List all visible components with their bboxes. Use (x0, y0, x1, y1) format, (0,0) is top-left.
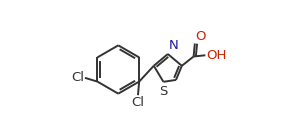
Text: S: S (159, 85, 168, 98)
Text: Cl: Cl (71, 71, 84, 84)
Text: N: N (168, 39, 178, 52)
Text: OH: OH (206, 49, 226, 62)
Text: Cl: Cl (131, 96, 144, 109)
Text: O: O (195, 30, 206, 43)
